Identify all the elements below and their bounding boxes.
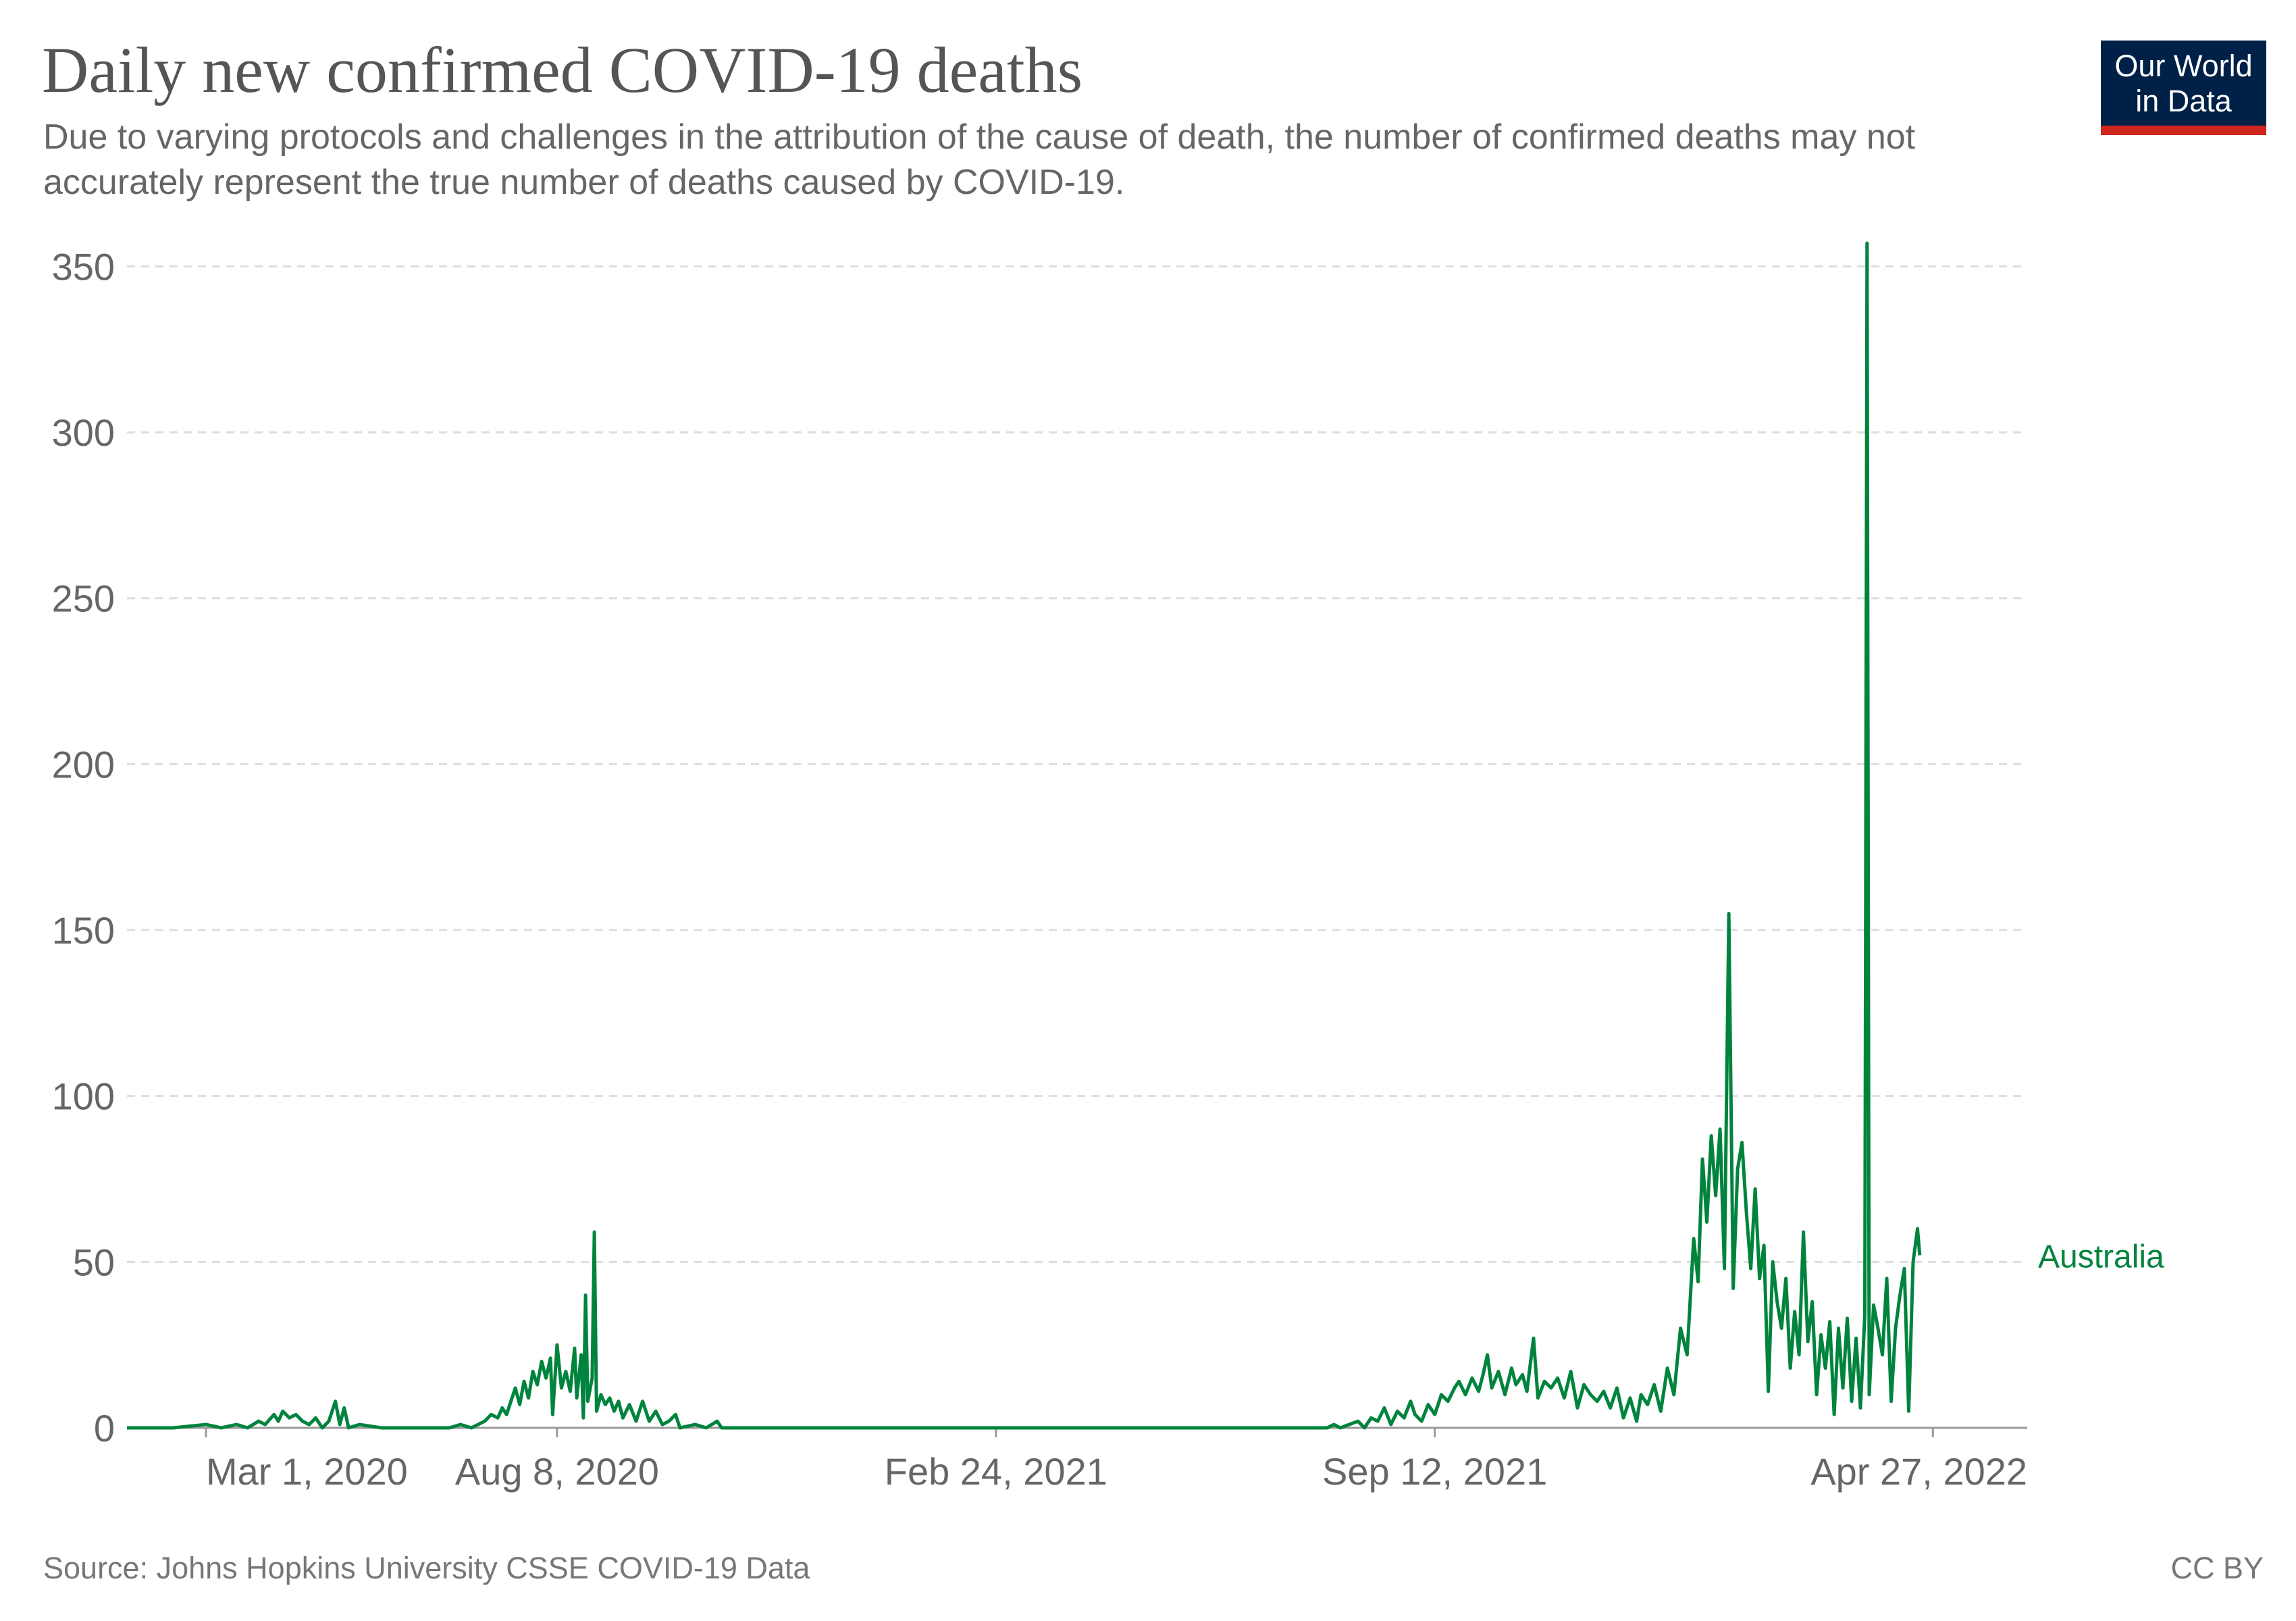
series-line-australia [127, 241, 1922, 1430]
x-tick-label: Feb 24, 2021 [885, 1450, 1107, 1493]
license-link[interactable]: CC BY [2170, 1551, 2264, 1585]
y-axis: 0 50 100 150 200 250 300 350 [52, 245, 115, 1449]
series-label: Australia [2038, 1239, 2164, 1275]
y-tick-label: 0 [94, 1407, 115, 1449]
x-tick-label: Aug 8, 2020 [455, 1450, 659, 1493]
x-tick-label: Mar 1, 2020 [206, 1450, 408, 1493]
y-tick-label: 300 [52, 411, 115, 454]
y-tick-label: 200 [52, 743, 115, 786]
gridlines [127, 265, 2027, 1263]
source-note: Source: Johns Hopkins University CSSE CO… [43, 1551, 810, 1585]
series-layer: Australia [127, 241, 2164, 1430]
owid-logo[interactable]: Our World in Data [2101, 41, 2266, 135]
chart-subtitle: Due to varying protocols and challenges … [43, 118, 1916, 202]
logo-line-1: Our World [2114, 49, 2253, 83]
y-tick-label: 150 [52, 909, 115, 952]
logo-line-2: in Data [2135, 84, 2232, 118]
x-tick-label: Apr 27, 2022 [1810, 1450, 2027, 1493]
y-tick-label: 250 [52, 577, 115, 620]
x-tick-label: Sep 12, 2021 [1322, 1450, 1547, 1493]
y-tick-label: 350 [52, 245, 115, 288]
y-tick-label: 100 [52, 1075, 115, 1118]
y-tick-label: 50 [73, 1241, 115, 1283]
x-axis: Mar 1, 2020 Aug 8, 2020 Feb 24, 2021 Sep 12… [127, 1426, 2027, 1493]
chart-title: Daily new confirmed COVID-19 deaths [42, 34, 1082, 106]
